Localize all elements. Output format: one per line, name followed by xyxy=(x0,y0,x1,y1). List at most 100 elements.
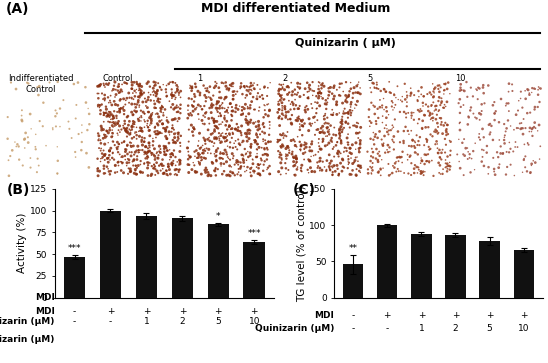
Point xyxy=(475,134,483,140)
Point xyxy=(410,92,419,98)
Point xyxy=(175,161,184,167)
Text: -: - xyxy=(109,317,112,326)
Point xyxy=(184,115,192,121)
Point xyxy=(412,164,421,170)
Point xyxy=(147,152,156,158)
Point xyxy=(227,135,236,141)
Point xyxy=(143,153,152,159)
Point xyxy=(420,112,429,118)
Point xyxy=(318,139,327,145)
Point xyxy=(275,107,283,113)
Point xyxy=(524,87,533,93)
Point xyxy=(500,121,509,127)
Point xyxy=(152,151,161,156)
Point xyxy=(157,106,165,112)
Point xyxy=(144,124,152,130)
Point xyxy=(97,125,106,131)
Point xyxy=(77,147,85,153)
Point xyxy=(344,153,352,159)
Point xyxy=(162,143,170,149)
Point xyxy=(95,145,104,151)
Point xyxy=(85,121,94,127)
Point xyxy=(422,158,431,164)
Point xyxy=(283,83,292,89)
Point xyxy=(429,81,437,87)
Point xyxy=(499,151,507,156)
Point xyxy=(169,152,178,158)
Point xyxy=(323,125,332,130)
Point xyxy=(366,136,375,142)
Point xyxy=(221,79,230,85)
Point xyxy=(190,99,198,105)
Point xyxy=(138,137,146,143)
Point xyxy=(441,120,450,126)
Point xyxy=(342,110,351,116)
Point xyxy=(243,84,252,90)
Point xyxy=(133,165,141,171)
Point xyxy=(94,165,102,171)
Point xyxy=(518,105,527,110)
Point xyxy=(328,112,337,118)
Point xyxy=(115,83,123,89)
Point xyxy=(161,128,170,134)
Point xyxy=(422,136,431,142)
Point xyxy=(115,90,123,96)
Point xyxy=(165,98,174,104)
Point xyxy=(515,98,523,103)
Point xyxy=(228,151,237,156)
Point xyxy=(18,107,26,113)
Point xyxy=(253,141,262,147)
Point xyxy=(167,91,176,97)
Point xyxy=(137,139,146,145)
Point xyxy=(319,83,328,89)
Point xyxy=(293,80,302,86)
Point xyxy=(388,137,397,143)
Point xyxy=(149,152,158,158)
Point xyxy=(304,106,312,112)
Point xyxy=(145,122,154,128)
Point xyxy=(336,150,345,156)
Point xyxy=(145,140,153,146)
Point xyxy=(251,137,260,143)
Point xyxy=(425,159,433,164)
Point xyxy=(417,108,426,114)
Point xyxy=(305,158,314,163)
Point xyxy=(292,155,301,161)
Point xyxy=(101,151,110,157)
Point xyxy=(238,107,247,113)
Point xyxy=(95,105,104,110)
Point xyxy=(284,167,293,173)
Point xyxy=(156,84,164,90)
Point xyxy=(344,162,353,167)
Point xyxy=(313,127,322,132)
Point xyxy=(352,140,361,146)
Point xyxy=(199,113,208,118)
Point xyxy=(334,154,343,159)
Point xyxy=(21,130,30,136)
Point xyxy=(533,128,542,134)
Point xyxy=(260,151,269,157)
Point xyxy=(366,158,375,164)
Point xyxy=(279,133,288,139)
Point xyxy=(292,144,301,150)
Point xyxy=(321,133,330,139)
Point xyxy=(296,143,305,149)
Point xyxy=(393,83,402,89)
Point xyxy=(65,126,74,132)
Point xyxy=(276,160,285,166)
Text: (A): (A) xyxy=(5,2,29,16)
Point xyxy=(296,117,305,123)
Point xyxy=(219,80,228,86)
Point xyxy=(235,141,243,147)
Point xyxy=(444,163,453,169)
Point xyxy=(283,117,292,122)
Point xyxy=(385,172,393,178)
Point xyxy=(276,172,285,178)
Point xyxy=(252,154,260,160)
Point xyxy=(82,100,90,106)
Point xyxy=(134,82,142,87)
Point xyxy=(187,102,196,108)
Point xyxy=(136,91,145,97)
Point xyxy=(307,141,316,147)
Point xyxy=(168,163,176,168)
